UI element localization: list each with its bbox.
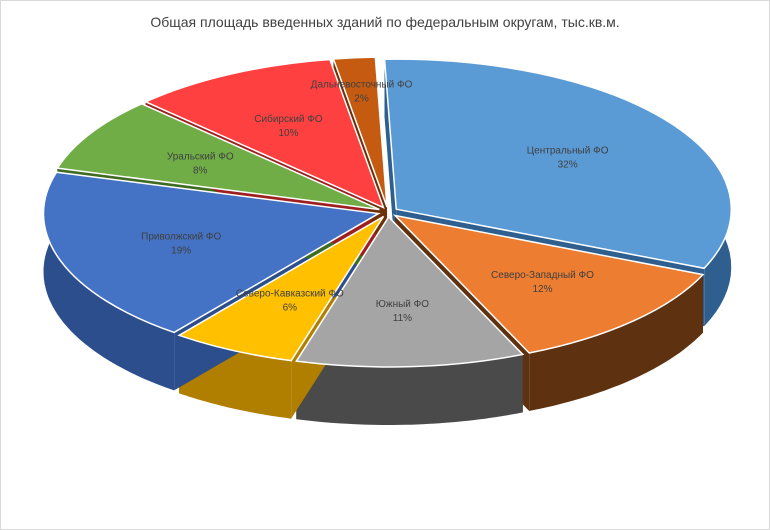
slice-percent-label: 10%: [278, 128, 298, 139]
slice-name-label: Центральный ФО: [527, 146, 609, 157]
slice-percent-label: 19%: [171, 246, 191, 257]
slice-percent-label: 12%: [532, 284, 552, 295]
pie-wall-0-0: [384, 59, 397, 268]
slice-name-label: Сибирский ФО: [254, 113, 323, 125]
slice-percent-label: 8%: [193, 165, 208, 176]
pie-tops: [42, 56, 732, 368]
slice-percent-label: 32%: [558, 160, 578, 171]
pie-side-4: [43, 172, 175, 391]
slice-name-label: Северо-Западный ФО: [491, 270, 594, 281]
pie-slice-северо-кавказский-фо: [177, 215, 385, 362]
slice-name-label: Южный ФО: [376, 299, 429, 310]
slice-name-label: Уральский ФО: [167, 151, 234, 162]
pie-slice-сибирский-фо: [143, 58, 385, 209]
slice-name-label: Дальневосточный ФО: [311, 80, 413, 91]
pie-slice-приволжский-фо: [42, 171, 381, 334]
slice-name-label: Северо-Кавказский ФО: [236, 288, 344, 299]
slice-percent-label: 2%: [354, 94, 369, 105]
pie-labels: Центральный ФО 32% Северо-Западный ФО 12% Юж…: [141, 80, 609, 324]
pie-slice-южный-фо: [295, 215, 525, 368]
chart-title: Общая площадь введенных зданий по федера…: [150, 14, 620, 30]
pie-slice-центральный-фо: [383, 58, 732, 270]
pie-slice-северо-западный-фо: [392, 214, 705, 354]
slice-percent-label: 11%: [393, 313, 412, 324]
slice-name-label: Приволжский ФО: [141, 232, 221, 243]
pie-slice-уральский-фо: [56, 102, 380, 211]
slice-percent-label: 6%: [283, 302, 298, 313]
pie-side-2: [296, 354, 523, 425]
pie-slice-дальневосточный-фо: [332, 56, 388, 208]
